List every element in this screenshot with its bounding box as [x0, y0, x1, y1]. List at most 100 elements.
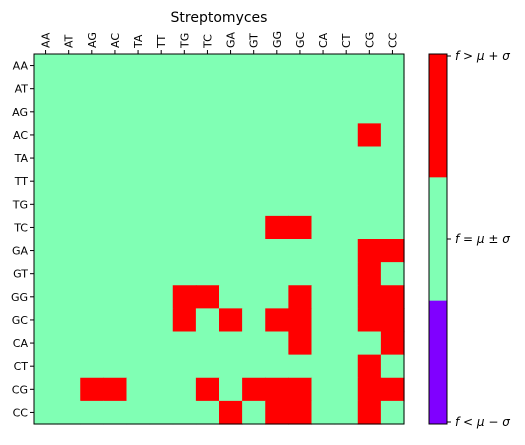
y-tick-label: AC [13, 129, 28, 142]
heatmap-cell-GT-CG [357, 262, 382, 286]
x-tick-label: AT [63, 34, 76, 48]
heatmap-cell-AT-TC [195, 77, 220, 101]
heatmap-cell-AA-TG [172, 54, 197, 78]
heatmap-cell-GT-CC [380, 262, 405, 286]
colorbar-segment [429, 300, 447, 425]
heatmap-cell-AC-GC [288, 123, 313, 148]
heatmap-cell-GT-CT [334, 262, 359, 286]
heatmap-cell-GA-GC [288, 239, 313, 263]
x-tick-label: GC [294, 31, 307, 48]
heatmap-cell-CG-GA [219, 377, 243, 402]
heatmap-cell-TT-CT [334, 169, 359, 194]
heatmap-cell-CT-TT [149, 354, 174, 379]
heatmap-cell-AC-GA [219, 123, 243, 148]
heatmap-cell-TT-AC [103, 169, 128, 194]
heatmap-cell-CA-CT [334, 331, 359, 356]
y-tick-label: GG [11, 291, 28, 304]
heatmap-cell-CA-TA [126, 331, 151, 356]
heatmap-cell-GT-AT [57, 262, 81, 286]
heatmap-cell-CA-TC [195, 331, 220, 356]
heatmap-cell-GG-AC [103, 285, 128, 309]
heatmap-cell-GC-AC [103, 308, 128, 333]
heatmap-cell-TG-AG [80, 192, 104, 217]
heatmap-cell-CC-TT [149, 400, 174, 425]
heatmap-cell-GA-TA [126, 239, 151, 263]
heatmap-cell-AG-AA [34, 100, 58, 124]
heatmap-cell-CT-CA [311, 354, 336, 379]
heatmap-cell-CC-GG [265, 400, 289, 425]
heatmap-cell-GT-GA [219, 262, 243, 286]
heatmap-cell-TA-GT [242, 146, 266, 171]
heatmap-cell-CC-GT [242, 400, 266, 425]
x-tick-label: GG [271, 31, 284, 48]
x-tick-label: AA [40, 32, 53, 48]
heatmap-cell-GA-CC [380, 239, 405, 263]
heatmap-cell-TA-AC [103, 146, 128, 171]
heatmap-cell-TT-GT [242, 169, 266, 194]
heatmap-cell-GG-CT [334, 285, 359, 309]
y-tick-label: CT [14, 360, 29, 373]
heatmap-cell-AT-GA [219, 77, 243, 101]
plot-frame [33, 53, 405, 425]
heatmap-cell-CG-GT [242, 377, 266, 402]
heatmap-cell-TT-AG [80, 169, 104, 194]
heatmap-cell-TA-TC [195, 146, 220, 171]
heatmap-cell-AA-AT [57, 54, 81, 78]
heatmap-cell-AA-TT [149, 54, 174, 78]
heatmap-cell-AA-TA [126, 54, 151, 78]
x-tick-label: AC [109, 33, 122, 48]
heatmap-cells [34, 54, 405, 425]
heatmap-cell-GA-TG [172, 239, 197, 263]
heatmap-cell-TG-TA [126, 192, 151, 217]
heatmap-cell-GC-CA [311, 308, 336, 333]
heatmap-cell-AT-AG [80, 77, 104, 101]
x-tick-label: CG [363, 32, 376, 48]
heatmap-cell-CT-TA [126, 354, 151, 379]
heatmap-cell-AT-AC [103, 77, 128, 101]
x-tick-label: CC [386, 32, 399, 48]
heatmap-cell-GG-TG [172, 285, 197, 309]
heatmap-cell-AC-AA [34, 123, 58, 148]
heatmap-cell-TC-AC [103, 215, 128, 240]
heatmap-cell-TC-CA [311, 215, 336, 240]
heatmap-cell-GC-AT [57, 308, 81, 333]
heatmap-cell-AA-TC [195, 54, 220, 78]
heatmap-cell-AC-CA [311, 123, 336, 148]
heatmap-cell-TT-AA [34, 169, 58, 194]
heatmap-cell-GA-CT [334, 239, 359, 263]
heatmap-cell-AT-CA [311, 77, 336, 101]
heatmap-cell-TT-TA [126, 169, 151, 194]
heatmap-cell-AG-AT [57, 100, 81, 124]
heatmap-cell-GC-TT [149, 308, 174, 333]
heatmap-cell-AC-TA [126, 123, 151, 148]
heatmap-cell-CT-AG [80, 354, 104, 379]
heatmap-cell-AA-GG [265, 54, 289, 78]
x-tick-label: TG [178, 33, 191, 49]
heatmap-cell-GA-TC [195, 239, 220, 263]
heatmap-cell-CA-AA [34, 331, 58, 356]
heatmap-cell-CA-CG [357, 331, 382, 356]
heatmap-cell-CT-AT [57, 354, 81, 379]
heatmap-cell-TA-AA [34, 146, 58, 171]
heatmap-cell-CA-CA [311, 331, 336, 356]
y-tick-label: CA [13, 337, 29, 350]
heatmap-cell-GC-GG [265, 308, 289, 333]
heatmap-cell-CG-CA [311, 377, 336, 402]
heatmap-cell-TT-TG [172, 169, 197, 194]
heatmap-cell-TA-GG [265, 146, 289, 171]
heatmap-cell-GT-TA [126, 262, 151, 286]
y-tick-label: CC [13, 406, 29, 419]
x-tick-label: GT [248, 33, 261, 48]
heatmap-cell-AT-TA [126, 77, 151, 101]
heatmap-cell-GG-CC [380, 285, 405, 309]
heatmap-cell-CA-TG [172, 331, 197, 356]
heatmap-cell-TT-GA [219, 169, 243, 194]
heatmap-cell-TT-AT [57, 169, 81, 194]
heatmap-cell-GC-TA [126, 308, 151, 333]
heatmap-cell-CT-CG [357, 354, 382, 379]
heatmap-cell-TT-CC [380, 169, 405, 194]
x-tick-label: TC [201, 34, 214, 49]
heatmap-cell-TA-GA [219, 146, 243, 171]
heatmap-cell-TA-TA [126, 146, 151, 171]
